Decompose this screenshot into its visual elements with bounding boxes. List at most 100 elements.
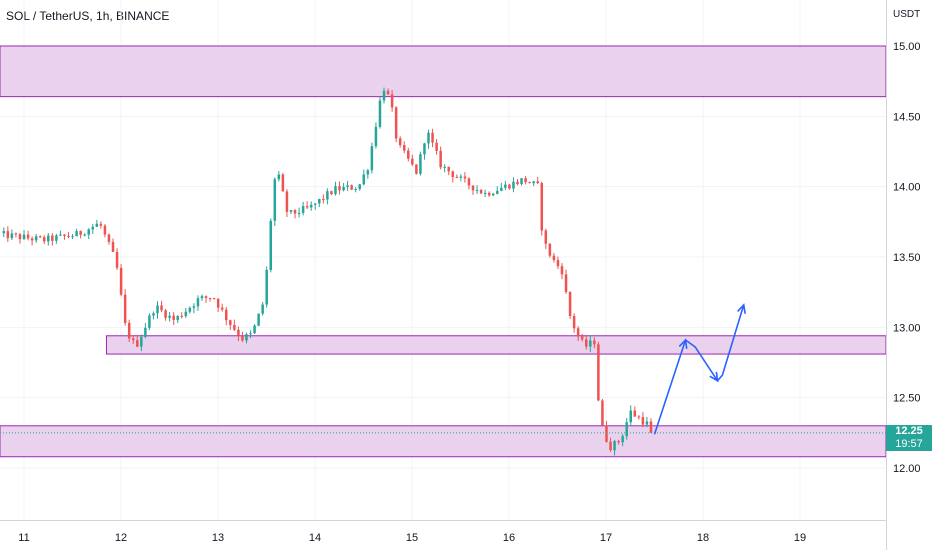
candle-body [87,229,90,235]
y-tick-label: 15.00 [893,41,921,53]
candle-body [136,340,139,347]
supply-demand-zone [0,425,887,458]
x-tick-label: 11 [18,532,29,544]
candle-body [156,305,159,314]
supply-demand-zone [105,335,887,355]
candle-body [326,191,329,200]
candle-body [233,325,236,330]
candle-body [301,206,305,213]
candle-body [532,181,535,184]
candle-body [637,416,641,418]
candle-body [51,235,54,241]
candle-body [512,181,515,189]
candle-body [402,145,406,151]
x-tick-label: 19 [794,532,806,544]
candle-body [305,206,309,208]
candle-body [358,184,362,190]
candle-body [47,235,50,242]
zones [0,45,887,458]
candle-body [613,441,616,451]
candle-body [500,187,503,191]
candle-body [398,138,402,146]
x-tick-label: 18 [697,532,709,544]
candle-body [269,220,273,270]
candle-body [334,186,337,195]
x-tick-label: 12 [115,532,127,544]
candle-body [580,336,584,340]
candle-body [572,315,576,329]
candle-body [168,315,171,318]
candle-body [463,176,467,179]
candle-body [338,186,341,191]
candle-body [95,223,99,227]
price-unit-label: USDT [893,9,920,20]
candle-body [621,436,624,443]
candle-body [293,210,297,214]
candle-body [212,298,216,300]
candle-body [528,182,531,184]
y-tick-label: 12.00 [893,463,921,475]
candle-body [160,305,163,311]
candle-body [273,179,277,221]
candle-body [524,178,527,183]
candle-body [487,192,491,196]
projection-arrow [653,304,745,435]
candle-body [548,243,552,256]
candle-body [366,170,370,175]
candle-body [407,150,410,159]
candle-body [431,132,434,143]
candle-body [59,234,62,236]
last-price-value: 12.25 [895,424,923,437]
candle-body [593,340,596,345]
candle-body [265,269,268,305]
candle-body [103,225,107,235]
candle-body [516,181,519,185]
candle-body [38,236,42,238]
candle-body [241,335,244,341]
candle-body [605,425,608,442]
candle-body [576,328,580,337]
candle-body [455,177,459,179]
candle-body [71,236,74,238]
candle-body [164,310,167,318]
candle-body [196,298,200,307]
candle-body [22,234,26,240]
candle-body [83,234,86,236]
supply-demand-zone [0,45,887,98]
y-tick-label: 12.50 [893,393,921,405]
candle-body [144,327,147,337]
candle-body [131,338,135,341]
candle-body [382,90,386,101]
candle-body [443,166,446,168]
y-tick-label: 14.50 [893,111,921,123]
candle-body [289,210,293,212]
candle-body [111,241,115,252]
candle-body [390,94,394,108]
candle-body [568,291,572,316]
candle-body [617,441,620,443]
x-tick-label: 16 [503,532,515,544]
candle-body [14,233,18,235]
candle-body [237,329,240,336]
candle-body [645,421,649,425]
last-price-tag: 12.25 19:57 [886,424,932,451]
candle-body [556,260,560,267]
candle-body [354,189,357,191]
candle-body [633,410,637,417]
candle-body [277,174,281,180]
candle-body [601,400,604,426]
candle-body [309,204,313,208]
candle-body [63,234,66,236]
y-tick-label: 14.00 [893,182,921,194]
candle-body [18,234,22,240]
candle-body [200,296,204,299]
y-tick-label: 13.00 [893,322,921,334]
candle-body [560,266,564,275]
candle-body [625,422,628,437]
candle-body [249,333,252,335]
candle-body [297,212,301,214]
candle-body [330,191,333,195]
candle-body [6,231,10,239]
candle-body [123,294,127,323]
